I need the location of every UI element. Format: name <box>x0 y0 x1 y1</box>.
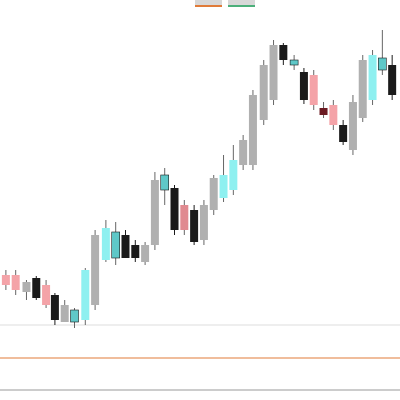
candle-body <box>91 235 100 305</box>
candle-body <box>309 75 318 105</box>
candle-body <box>358 60 367 118</box>
candle-body <box>388 65 397 95</box>
candle-body <box>60 305 69 322</box>
candle-body <box>32 278 41 298</box>
candle-body <box>209 178 218 210</box>
candle-body <box>131 245 140 258</box>
candle-body <box>229 160 238 190</box>
legend-swatch[interactable] <box>228 5 255 7</box>
candle-body <box>339 125 348 142</box>
candle-body <box>42 285 51 305</box>
candle-body <box>111 231 120 259</box>
candle-body <box>299 72 308 100</box>
candle-body <box>101 228 110 260</box>
candle-body <box>269 45 278 100</box>
candle-body <box>121 235 130 258</box>
candle-body <box>239 140 248 165</box>
candle-body <box>248 95 257 165</box>
candle-body <box>11 275 20 290</box>
candle-body <box>279 45 288 60</box>
candle-body <box>81 270 90 320</box>
candle-body <box>378 57 387 71</box>
candle-body <box>199 205 208 240</box>
candle-body <box>70 309 79 323</box>
candle-body <box>160 174 170 191</box>
candle-body <box>190 210 199 242</box>
candle-body <box>329 105 338 125</box>
candle-body <box>368 55 377 100</box>
legend-swatch[interactable] <box>195 0 222 5</box>
candle-body <box>319 108 328 115</box>
candle-body <box>219 175 228 198</box>
candle-body <box>150 180 159 245</box>
candle-body <box>1 275 10 285</box>
legend-swatch[interactable] <box>195 5 222 7</box>
candle-body <box>22 282 31 292</box>
candle-body <box>259 65 268 120</box>
candle-body <box>141 245 150 262</box>
candle-body <box>348 102 357 150</box>
candle-body <box>180 205 189 230</box>
candle-body <box>289 59 299 66</box>
candle-body <box>170 188 179 230</box>
legend-swatch[interactable] <box>228 0 255 5</box>
candle-body <box>50 295 59 320</box>
